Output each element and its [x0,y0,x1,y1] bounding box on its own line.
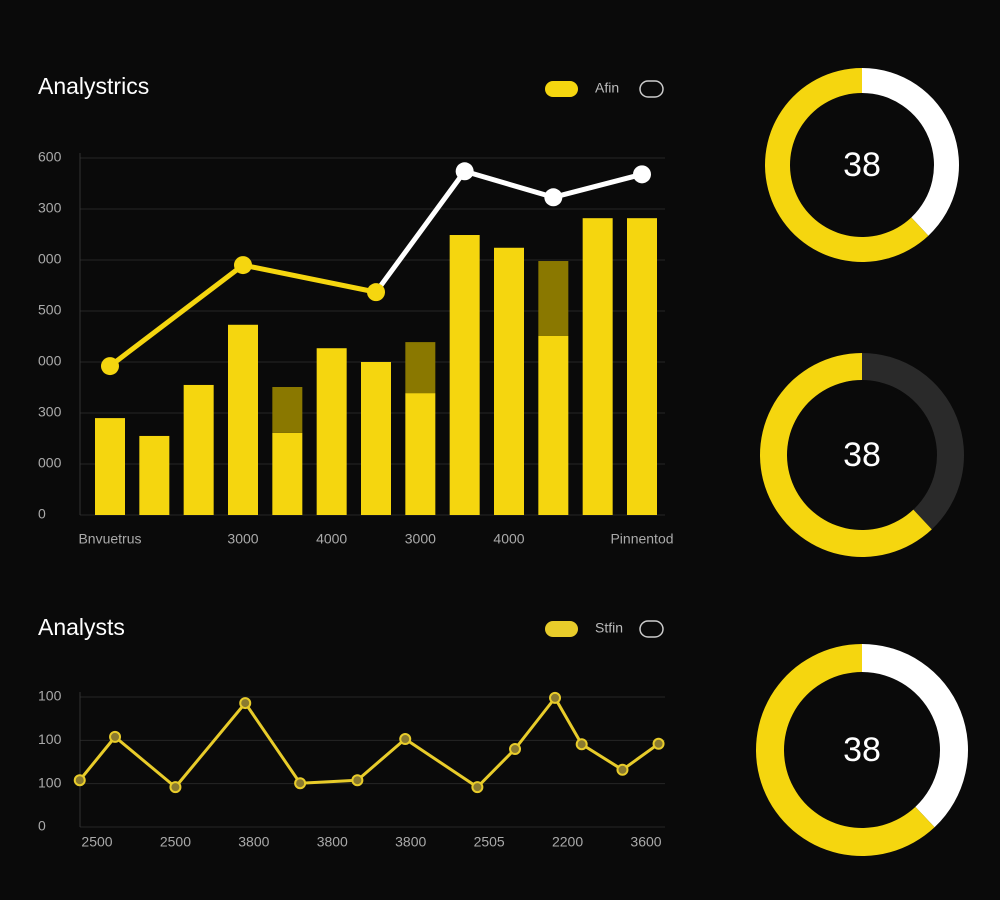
point [652,737,665,750]
x-tick-label: 3800 [238,834,269,850]
donut-hole [789,382,935,528]
line-segment [462,168,556,200]
bar [627,218,657,515]
chart-title: Analystrics [38,73,149,99]
donut-center-value: 38 [843,436,881,474]
donut-segment [862,68,959,236]
y-tick-label: 000 [38,455,62,471]
point [294,777,307,790]
bar [538,261,569,336]
legend-swatch [545,621,578,637]
legend-toggle[interactable] [639,80,664,98]
donut-segment [765,68,929,263]
bar [316,348,347,515]
legend-swatch [545,81,578,97]
donut-segment [862,353,965,530]
x-tick-label: 3600 [630,834,661,850]
bar [538,335,569,515]
bar [272,386,303,433]
donut-segment [755,644,935,856]
x-tick-label: 2500 [81,834,112,850]
x-tick-label: Pinnentod [610,531,673,547]
point [101,357,119,376]
point [616,763,629,776]
donut-segment [862,644,968,828]
x-tick-label: 4000 [316,531,347,547]
y-tick-label: 000 [38,353,62,369]
y-tick-label: 000 [38,251,62,267]
legend-label: Stfin [595,620,623,636]
bar [272,432,303,515]
point [351,774,364,787]
x-tick-label: 4000 [493,531,524,547]
point [455,162,474,181]
y-tick-label: 300 [38,200,62,216]
point [169,781,182,794]
donut-center-value: 38 [843,146,881,184]
y-tick-label: 600 [38,149,62,165]
bar [361,362,391,515]
x-tick-label: 3000 [227,531,258,547]
point [73,774,86,787]
x-tick-label: 3000 [405,531,436,547]
x-tick-label: 2505 [474,834,505,850]
bar [405,342,436,394]
y-tick-label: 500 [38,302,62,318]
donut-hole [792,95,932,235]
y-tick-label: 0 [38,818,46,834]
donut-center-value: 38 [843,731,881,769]
y-tick-label: 100 [38,774,62,790]
bar [405,393,436,515]
point [549,691,562,704]
bar [494,247,524,515]
line-segment [550,171,645,200]
point [509,743,522,755]
donut-hole [786,674,938,826]
bar [449,235,480,515]
line-segment [240,262,379,295]
x-tick-label: 3800 [395,834,426,850]
point [544,188,563,207]
point [399,733,412,746]
x-tick-label: 2500 [160,834,191,850]
legend-toggle[interactable] [639,620,664,638]
line-segment [107,262,246,369]
x-tick-label: 3800 [317,834,348,850]
legend-label: Afin [595,80,619,96]
bar [582,218,613,515]
bar [139,435,170,515]
point [575,738,588,751]
point [367,283,385,302]
y-tick-label: 100 [38,731,62,747]
point [633,165,651,184]
x-tick-label: 2200 [552,834,583,850]
point [109,730,122,743]
point [239,697,252,710]
y-tick-label: 0 [38,506,46,522]
point [471,781,484,794]
y-tick-label: 100 [38,688,62,704]
y-tick-label: 300 [38,404,62,420]
bar [228,324,258,515]
bar [183,384,214,515]
x-tick-label: Bnvuetrus [78,531,141,547]
donut-segment [760,353,932,557]
point [234,256,252,275]
chart-title: Analysts [38,614,125,640]
bar [95,418,125,515]
line-segment [373,168,468,295]
